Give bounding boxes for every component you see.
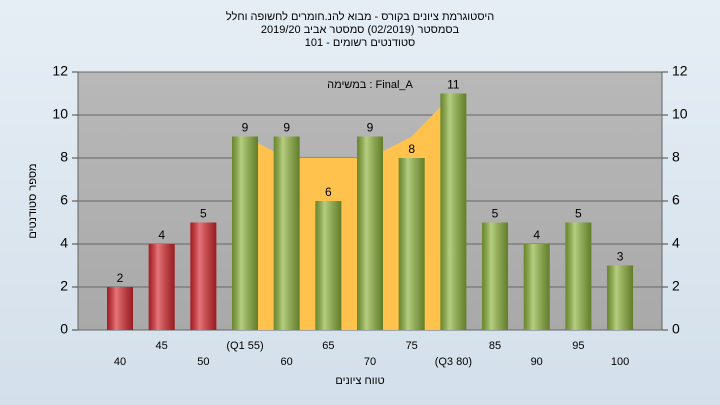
y2-tick-label: 0: [672, 321, 680, 337]
x-tick-label: (Q3 80): [435, 356, 472, 368]
data-label: 5: [200, 207, 207, 221]
bar-shine: [357, 136, 384, 330]
y-tick-label: 12: [52, 63, 68, 79]
data-label: 2: [117, 271, 124, 285]
bar-shine: [565, 222, 592, 330]
bar-shine: [523, 244, 550, 330]
bar-shine: [315, 201, 342, 330]
data-label: 9: [367, 121, 374, 135]
bar-shine: [398, 158, 425, 330]
y-tick-label: 4: [60, 235, 68, 251]
chart-subtitle: בסמסטר (02/2019) סמסטר אביב 2019/20: [261, 24, 460, 36]
chart-title: היסטוגרמת ציונים בקורס - מבוא להנ.חומרים…: [226, 10, 494, 23]
x-tick-label: 75: [406, 340, 418, 352]
y2-tick-label: 4: [672, 235, 680, 251]
bar-shine: [232, 136, 259, 330]
y-tick-label: 2: [60, 278, 68, 294]
data-label: 5: [492, 207, 499, 221]
bar-shine: [107, 287, 133, 330]
data-label: 4: [158, 228, 165, 242]
bar-shine: [148, 244, 175, 330]
data-label: 4: [533, 228, 540, 242]
bar-shine: [607, 265, 634, 330]
x-axis-label: טווח ציונים: [335, 375, 384, 387]
annotation: במשימה : Final_A: [327, 79, 413, 91]
bar-shine: [273, 136, 300, 330]
x-tick-label: 95: [572, 340, 584, 352]
chart-subtitle: סטודנטים רשומים - 101: [305, 37, 416, 49]
data-label: 3: [617, 250, 624, 264]
x-tick-label: 70: [364, 356, 376, 368]
x-tick-label: 85: [489, 340, 501, 352]
x-tick-label: 100: [611, 356, 629, 368]
y-axis-label: מספר סטודנטים: [27, 163, 39, 238]
data-label: 9: [242, 121, 249, 135]
x-tick-label: 50: [197, 356, 209, 368]
x-tick-label: 45: [156, 340, 168, 352]
x-tick-label: (Q1 55): [226, 340, 263, 352]
y-tick-label: 0: [60, 321, 68, 337]
data-label: 9: [283, 121, 290, 135]
y-tick-label: 10: [52, 106, 68, 122]
y-tick-label: 8: [60, 149, 68, 165]
y2-tick-label: 10: [672, 106, 688, 122]
data-label: 11: [447, 78, 460, 92]
y2-tick-label: 12: [672, 63, 688, 79]
x-tick-label: 40: [114, 356, 126, 368]
x-tick-label: 60: [281, 356, 293, 368]
y2-tick-label: 8: [672, 149, 680, 165]
y-tick-label: 6: [60, 192, 68, 208]
data-label: 6: [325, 185, 332, 199]
bar-shine: [190, 222, 217, 330]
data-label: 8: [408, 142, 415, 156]
data-label: 5: [575, 207, 582, 221]
y2-tick-label: 2: [672, 278, 680, 294]
bar-shine: [440, 93, 467, 330]
x-tick-label: 65: [322, 340, 334, 352]
bar-shine: [482, 222, 509, 330]
y2-tick-label: 6: [672, 192, 680, 208]
x-tick-label: 90: [531, 356, 543, 368]
